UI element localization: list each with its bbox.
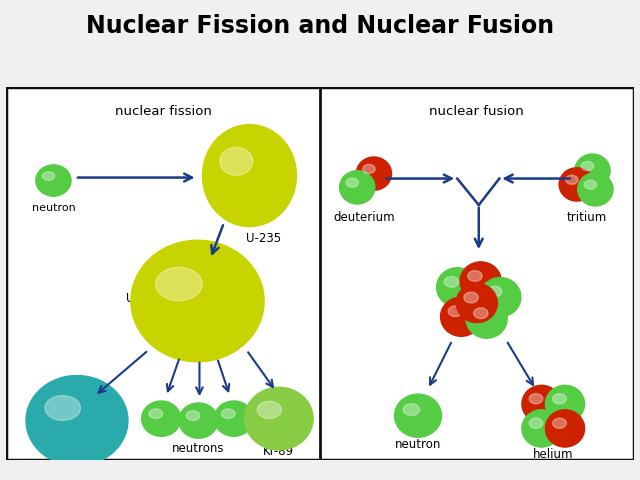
Ellipse shape [578, 173, 613, 206]
Ellipse shape [522, 410, 561, 447]
Ellipse shape [36, 165, 71, 196]
Ellipse shape [468, 271, 482, 281]
Ellipse shape [149, 409, 163, 419]
Ellipse shape [257, 401, 281, 419]
Ellipse shape [26, 375, 128, 466]
Ellipse shape [545, 385, 584, 422]
Ellipse shape [363, 164, 375, 174]
Ellipse shape [553, 394, 566, 404]
Ellipse shape [403, 404, 420, 416]
Ellipse shape [220, 147, 253, 175]
Text: neutrons: neutrons [172, 442, 225, 455]
Text: deuterium: deuterium [333, 211, 395, 224]
Ellipse shape [131, 240, 264, 362]
Ellipse shape [186, 411, 200, 420]
Text: nuclear fusion: nuclear fusion [429, 105, 524, 118]
Text: nuclear fission: nuclear fission [115, 105, 212, 118]
Ellipse shape [460, 262, 501, 301]
Text: neutron: neutron [31, 203, 76, 213]
Ellipse shape [440, 297, 482, 336]
Ellipse shape [480, 277, 521, 317]
Ellipse shape [448, 306, 463, 317]
Ellipse shape [529, 418, 543, 428]
Text: U-235: U-235 [246, 232, 281, 245]
Text: Ba-144: Ba-144 [56, 447, 98, 460]
Ellipse shape [545, 410, 584, 447]
Text: tritium: tritium [566, 211, 607, 224]
Ellipse shape [584, 180, 596, 189]
Ellipse shape [559, 168, 595, 201]
Ellipse shape [244, 387, 313, 450]
Ellipse shape [464, 292, 478, 303]
Ellipse shape [529, 394, 543, 404]
Ellipse shape [581, 161, 594, 170]
Text: Kr-89: Kr-89 [263, 445, 294, 458]
Ellipse shape [141, 401, 181, 436]
Ellipse shape [575, 154, 610, 187]
Ellipse shape [522, 385, 561, 422]
Ellipse shape [394, 394, 442, 437]
Ellipse shape [466, 299, 507, 338]
Text: Nuclear Fission and Nuclear Fusion: Nuclear Fission and Nuclear Fusion [86, 14, 554, 38]
Ellipse shape [45, 396, 81, 420]
Ellipse shape [474, 308, 488, 319]
Ellipse shape [214, 401, 253, 436]
Text: helium: helium [533, 448, 573, 461]
Ellipse shape [553, 418, 566, 428]
Ellipse shape [221, 409, 235, 419]
Ellipse shape [566, 175, 578, 184]
Ellipse shape [456, 283, 497, 323]
Ellipse shape [356, 157, 392, 190]
Ellipse shape [436, 268, 478, 307]
Text: neutron: neutron [395, 438, 441, 451]
Ellipse shape [340, 171, 375, 204]
Ellipse shape [156, 267, 202, 301]
Ellipse shape [487, 286, 502, 297]
Ellipse shape [346, 178, 358, 187]
Ellipse shape [42, 172, 54, 180]
Ellipse shape [202, 125, 296, 227]
Text: U-236: U-236 [126, 291, 161, 305]
Ellipse shape [444, 276, 459, 287]
Ellipse shape [179, 403, 218, 438]
